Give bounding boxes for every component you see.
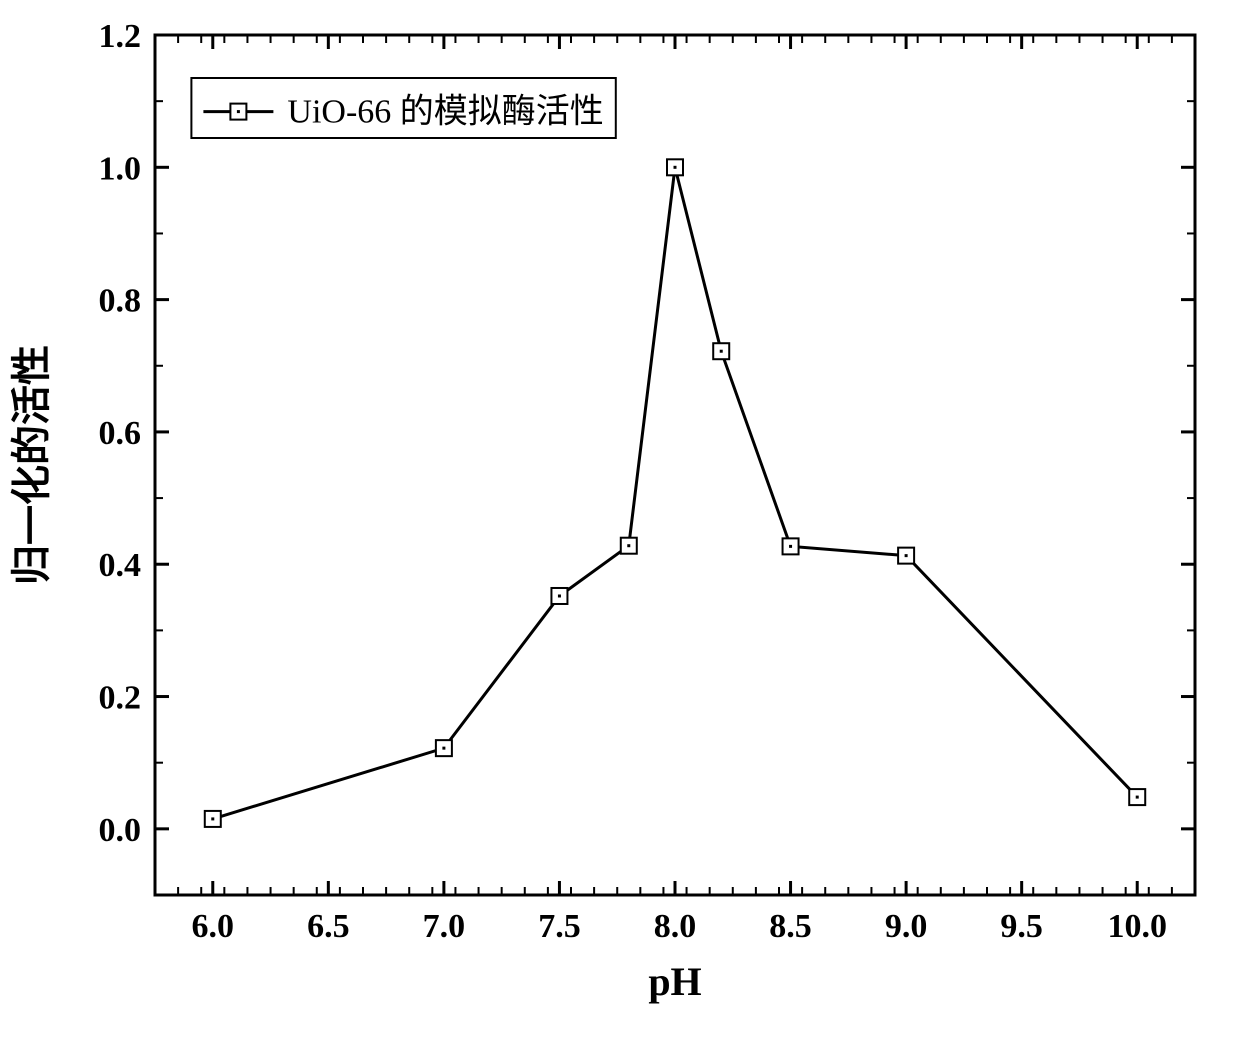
svg-text:0.2: 0.2 xyxy=(99,680,142,717)
svg-text:0.6: 0.6 xyxy=(99,415,142,452)
svg-text:1.0: 1.0 xyxy=(99,150,142,187)
svg-text:6.0: 6.0 xyxy=(192,908,235,945)
svg-text:1.2: 1.2 xyxy=(99,18,142,55)
svg-text:0.0: 0.0 xyxy=(99,812,142,849)
line-chart: 6.0 6.5 7.0 7.5 8.0 8.5 9.0 9.5 10.0 0.0 0.2 0.4 0.6… xyxy=(0,0,1240,1060)
svg-text:8.0: 8.0 xyxy=(654,908,697,945)
svg-text:pH: pH xyxy=(648,959,701,1004)
svg-text:6.5: 6.5 xyxy=(307,908,350,945)
svg-text:8.5: 8.5 xyxy=(769,908,812,945)
svg-text:7.5: 7.5 xyxy=(538,908,581,945)
svg-text:9.5: 9.5 xyxy=(1000,908,1043,945)
svg-text:归一化的活性: 归一化的活性 xyxy=(9,345,54,585)
svg-text:UiO-66 的模拟酶活性: UiO-66 的模拟酶活性 xyxy=(287,93,603,131)
svg-text:0.4: 0.4 xyxy=(99,547,142,584)
svg-text:7.0: 7.0 xyxy=(423,908,466,945)
svg-text:10.0: 10.0 xyxy=(1107,908,1167,945)
svg-text:9.0: 9.0 xyxy=(885,908,928,945)
chart-svg: 6.0 6.5 7.0 7.5 8.0 8.5 9.0 9.5 10.0 0.0 0.2 0.4 0.6… xyxy=(0,0,1240,1060)
svg-text:0.8: 0.8 xyxy=(99,283,142,320)
